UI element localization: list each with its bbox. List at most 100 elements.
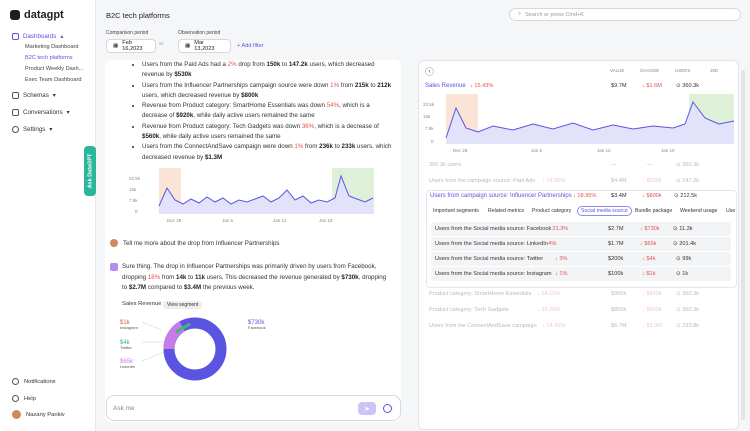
avatar xyxy=(110,239,118,247)
chart-line xyxy=(445,100,735,139)
y-tick: 22.5k xyxy=(423,102,435,107)
x-tick: Jan 12 xyxy=(597,148,611,153)
x-tick: Dec 28 xyxy=(167,218,182,223)
help-link[interactable]: Help xyxy=(12,395,36,402)
tab-social-media-source[interactable]: Social media source xyxy=(577,206,632,216)
donut-slice-linkedin xyxy=(163,321,186,350)
metric-row[interactable]: Product category: Tech Gadgets ↓ 36.26% … xyxy=(429,307,700,313)
sales-revenue-chart: 22.5k 15k 7.5k 0 Dec 28 Jan 5 Jan 12 Jan… xyxy=(423,94,735,153)
y-tick: 0 xyxy=(431,139,434,144)
tab-important-segments[interactable]: Important segments xyxy=(433,208,479,214)
insight-item: Revenue from Product category: Tech Gadg… xyxy=(142,122,394,143)
y-tick: 22.5k xyxy=(129,176,141,181)
nav-dashboards[interactable]: Dashboards ▴ xyxy=(12,33,63,40)
sparkline-area xyxy=(159,176,373,214)
top-bar: B2C tech platforms ⌕ Search or press Cmd+… xyxy=(97,0,750,60)
help-icon xyxy=(12,395,19,402)
notifications-link[interactable]: Notifications xyxy=(12,378,56,385)
search-input[interactable]: ⌕ Search or press Cmd+K xyxy=(509,8,741,21)
dashboard-icon xyxy=(12,33,19,40)
donut-label-value: $730k xyxy=(248,320,265,326)
ask-input[interactable]: Ask me ➤ xyxy=(106,395,401,421)
metric-row[interactable]: 360.3k users — — ⊙ 360.3k xyxy=(429,162,700,168)
x-tick: Jan 5 xyxy=(531,148,543,153)
send-icon: ➤ xyxy=(364,405,370,413)
y-tick: 15k xyxy=(129,187,137,192)
bell-icon xyxy=(12,378,19,385)
logo[interactable]: datagpt xyxy=(10,9,64,21)
chat-icon xyxy=(12,109,19,116)
logo-icon xyxy=(10,10,20,20)
metric-row-paid-ads[interactable]: Users from the campaign source: Paid Ads… xyxy=(429,178,700,184)
segment-title: Sales Revenue xyxy=(122,301,162,307)
tab-bundle-package[interactable]: Bundle package xyxy=(635,208,673,214)
donut-chart: $1k Instagram $4k Twitter $65k LinkedIn … xyxy=(120,317,266,381)
donut-label-name: LinkedIn xyxy=(120,364,135,369)
observation-period-picker[interactable]: ▦ Mar 13,2023 xyxy=(178,39,231,53)
back-button[interactable]: ‹ xyxy=(425,67,434,76)
donut-label-value: $65k xyxy=(120,359,134,365)
metric-row[interactable]: Product category: SmartHome Essentials ↓… xyxy=(429,291,700,297)
user-menu[interactable]: Nazariy Pankiv xyxy=(12,410,65,419)
sidebar-item-marketing[interactable]: Marketing Dashboard xyxy=(25,44,79,50)
comparison-period-picker[interactable]: ▦ Feb 16,2023 xyxy=(106,39,156,53)
calendar-icon: ▦ xyxy=(185,43,191,49)
metric-row-influencer[interactable]: Users from campaign source: Influencer P… xyxy=(430,193,698,199)
send-button[interactable]: ➤ xyxy=(358,402,376,415)
sidebar-item-product-weekly[interactable]: Product Weekly Dash... xyxy=(25,66,84,72)
ask-datagpt-tab[interactable]: Ask DataGPT xyxy=(84,146,96,196)
table-row[interactable]: Users from the Social media source: Twit… xyxy=(431,252,731,266)
column-header: USERS xyxy=(675,68,691,73)
chat-panel: Users from the Paid Ads had a 2% drop fr… xyxy=(105,60,401,422)
donut-label-name: Facebook xyxy=(248,325,266,330)
sidebar-item-b2c[interactable]: B2C tech platforms xyxy=(25,55,73,61)
table-row[interactable]: Users from the Social media source: Inst… xyxy=(431,267,731,281)
sidebar-item-exec-team[interactable]: Exec Team Dashboard xyxy=(25,77,82,83)
nav-schemas[interactable]: Schemas ▾ xyxy=(12,92,56,99)
y-tick: 0 xyxy=(135,209,138,214)
insight-item: Revenue from Product category: SmartHome… xyxy=(142,101,394,122)
chevron-down-icon: ▾ xyxy=(49,126,53,133)
metric-row[interactable]: Users from the ConnectAndSave campaign ↓… xyxy=(429,323,700,329)
vs-label: vs xyxy=(159,41,164,46)
mini-sparkline-chart: 22.5k 15k 7.5k 0 Dec 28 Jan 5 Jan 12 Jan… xyxy=(129,168,374,223)
chevron-down-icon: ▾ xyxy=(66,109,70,116)
column-header: 30D xyxy=(710,68,719,73)
chevron-down-icon: ▾ xyxy=(52,92,56,99)
x-tick: Jan 5 xyxy=(222,218,234,223)
gear-icon[interactable] xyxy=(383,404,392,413)
comparison-period-label: Comparison period xyxy=(106,30,149,36)
x-tick: Jan 19 xyxy=(661,148,675,153)
avatar xyxy=(12,410,21,419)
sidebar: datagpt Dashboards ▴ Marketing Dashboard … xyxy=(0,0,96,431)
add-filter-button[interactable]: + Add filter xyxy=(237,43,264,49)
gear-icon xyxy=(12,126,19,133)
schema-icon xyxy=(12,92,19,99)
tab-product-category[interactable]: Product category xyxy=(532,208,572,214)
nav-conversations[interactable]: Conversations ▾ xyxy=(12,109,70,116)
insight-list: Users from the Paid Ads had a 2% drop fr… xyxy=(136,60,394,163)
insight-item: Users from the Influencer Partnerships c… xyxy=(142,81,394,102)
observation-period-label: Observation period xyxy=(178,30,221,36)
donut-label-name: Instagram xyxy=(120,325,138,330)
chevron-left-icon: ‹ xyxy=(428,68,431,75)
tab-weekend-usage[interactable]: Weekend usage xyxy=(680,208,718,214)
metric-row-sales[interactable]: Sales Revenue ↓ 15.43% $9.7M ↓ $1.6M ⊙ 3… xyxy=(425,83,700,89)
view-segment-button[interactable]: View segment xyxy=(163,301,203,309)
insight-item: Users from the Paid Ads had a 2% drop fr… xyxy=(142,60,394,81)
nav-settings[interactable]: Settings ▾ xyxy=(12,126,52,133)
scrollbar[interactable] xyxy=(741,70,745,420)
donut-label-value: $4k xyxy=(120,340,131,346)
tab-more[interactable]: Use xyxy=(726,208,736,214)
column-header: CHANGE xyxy=(640,68,660,73)
metrics-panel: ‹ VALUE CHANGE USERS 30D Sales Revenue ↓… xyxy=(418,60,739,430)
donut-label-value: $1k xyxy=(120,320,131,326)
donut-slice-twitter xyxy=(175,322,191,334)
tab-related-metrics[interactable]: Related metrics xyxy=(488,208,525,214)
sparkline-line xyxy=(158,174,374,207)
column-header: VALUE xyxy=(610,68,625,73)
insight-item: Users from the ConnectAndSave campaign w… xyxy=(142,142,394,163)
table-row[interactable]: Users from the Social media source: Link… xyxy=(431,237,731,251)
user-message: Tell me more about the drop from Influen… xyxy=(110,239,279,247)
table-row[interactable]: Users from the Social media source: Face… xyxy=(431,222,731,236)
